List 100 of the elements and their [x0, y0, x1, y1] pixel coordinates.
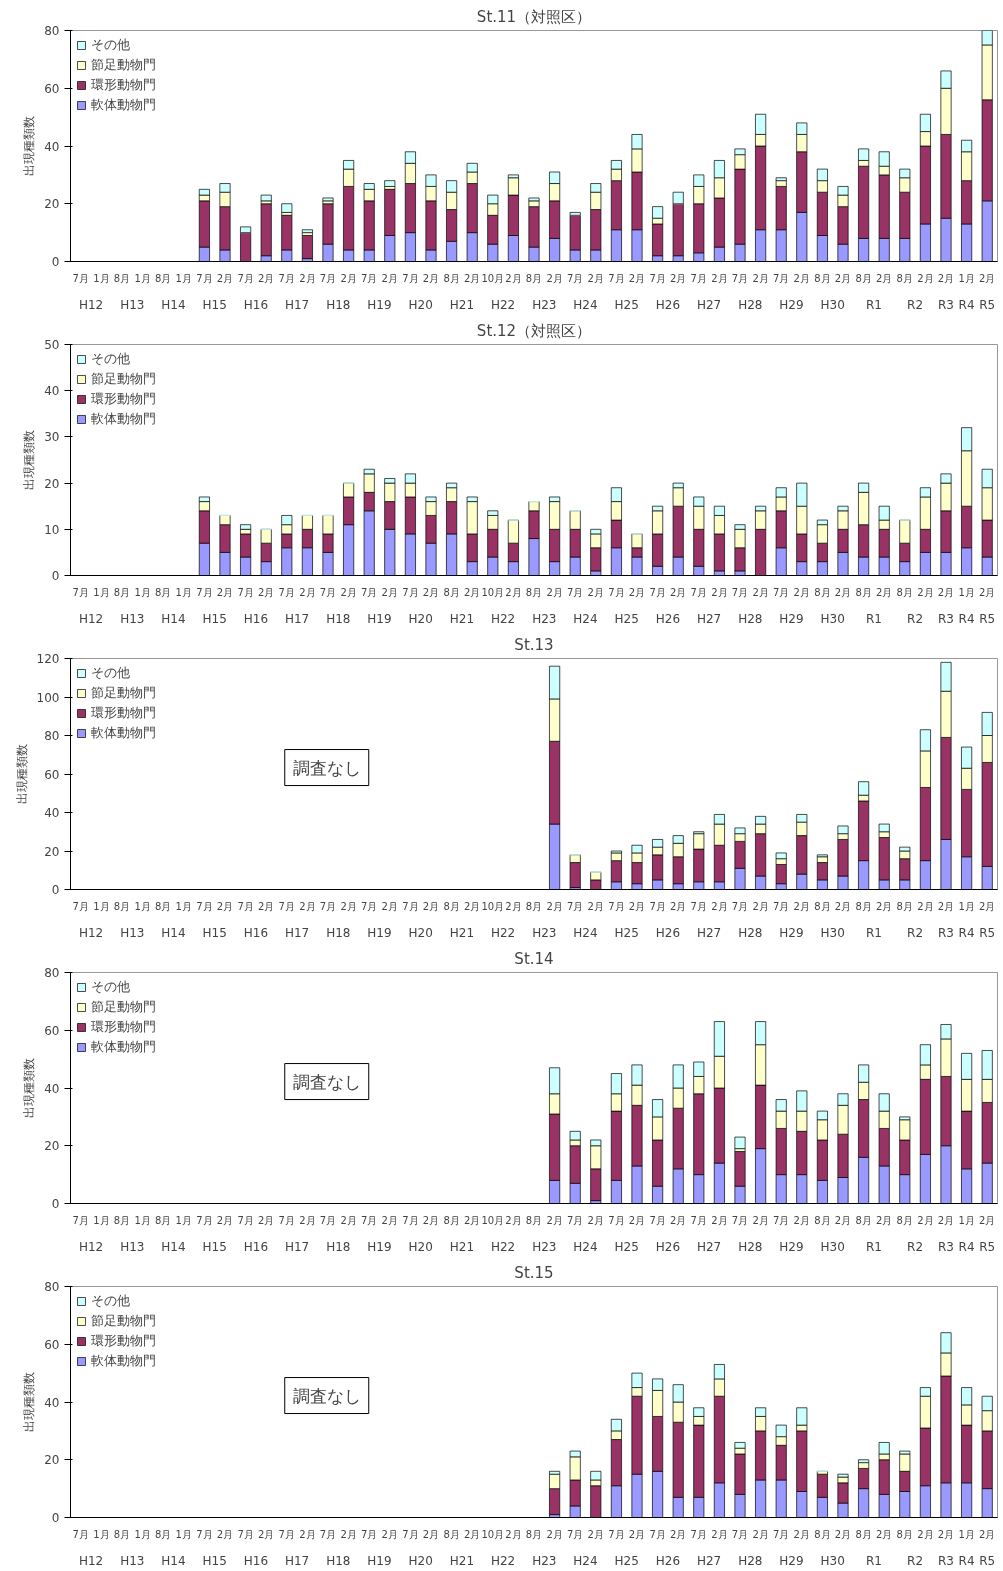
text: H17: [284, 1553, 310, 1568]
text: H26: [655, 1239, 681, 1254]
x-tick-label: 2月: [752, 272, 769, 284]
x-tick-label: 2月: [505, 272, 522, 284]
text: H30: [820, 1239, 845, 1254]
text: H23: [532, 925, 557, 940]
x-tick-label: 7月: [567, 586, 584, 598]
x-tick-label: 2月: [793, 1214, 810, 1226]
x-tick-label: 7月: [278, 1528, 295, 1540]
text: H29: [779, 925, 804, 940]
x-tick-label: 2月: [216, 900, 234, 912]
x-tick-label: 2月: [979, 1528, 996, 1540]
x-tick-label: 2月: [834, 586, 852, 598]
text: H15: [202, 925, 227, 940]
x-tick-label: 7月: [773, 272, 790, 284]
text: H19: [367, 1239, 392, 1254]
text: H23: [532, 297, 557, 312]
x-tick-label: 2月: [937, 586, 955, 598]
text: H20: [408, 925, 433, 940]
text: H28: [738, 1553, 763, 1568]
text: R5: [979, 1239, 996, 1254]
x-tick-label: 7月: [567, 900, 584, 912]
text: H14: [161, 1553, 186, 1568]
x-tick-label: 2月: [628, 1214, 646, 1226]
x-tick-label: 2月: [937, 1214, 955, 1226]
text: H22: [490, 611, 516, 626]
x-tick-label: 7月: [196, 1214, 213, 1226]
x-tick-label: 2月: [628, 900, 646, 912]
x-tick-label: 7月: [649, 1214, 666, 1226]
x-tick-label: 2月: [876, 900, 893, 912]
chart-title: St.14: [514, 949, 554, 968]
y-tick-label: 20: [44, 844, 60, 859]
text: R2: [907, 1239, 924, 1254]
x-tick-label: 7月: [773, 1214, 790, 1226]
x-tick-label: 7月: [237, 272, 254, 284]
x-tick-label: 8月: [525, 586, 543, 598]
x-tick-label: 2月: [752, 1528, 769, 1540]
x-tick-label: 2月: [587, 1214, 604, 1226]
text: H24: [573, 1553, 598, 1568]
x-tick-label: 8月: [896, 1214, 913, 1226]
x-tick-label: 8月: [443, 1214, 460, 1226]
text: R4: [958, 297, 975, 312]
x-tick-label: 2月: [299, 1528, 316, 1540]
x-tick-label: 1月: [93, 586, 110, 598]
text: H27: [696, 611, 722, 626]
x-tick-label: 7月: [690, 1528, 707, 1540]
x-tick-label: 1月: [175, 586, 192, 598]
x-tick-label: 1月: [175, 900, 192, 912]
x-tick-label: 2月: [917, 1528, 934, 1540]
x-tick-label: 2月: [422, 1214, 440, 1226]
x-tick-label: 7月: [319, 586, 337, 598]
text: H26: [655, 297, 681, 312]
x-tick-label: 2月: [299, 272, 316, 284]
x-tick-label: 2月: [793, 900, 810, 912]
text: H30: [820, 611, 845, 626]
text: H21: [449, 611, 475, 626]
x-tick-label: 7月: [567, 1214, 584, 1226]
x-tick-label: 8月: [113, 272, 131, 284]
x-tick-label: 2月: [876, 272, 893, 284]
text: R1: [865, 925, 882, 940]
x-tick-label: 2月: [628, 272, 646, 284]
text: H25: [614, 1553, 639, 1568]
x-tick-label: 2月: [917, 900, 934, 912]
text: H30: [820, 1553, 845, 1568]
x-tick-label: 7月: [278, 1214, 295, 1226]
x-tick-label: 1月: [958, 272, 975, 284]
y-tick-label: 40: [44, 806, 60, 820]
y-axis-title: 出現種類数: [14, 744, 29, 804]
x-tick-label: 8月: [443, 900, 460, 912]
x-tick-label: 8月: [855, 1528, 872, 1540]
x-tick-label: 2月: [711, 1528, 728, 1540]
x-tick-label: 7月: [731, 586, 749, 598]
x-tick-label: 8月: [113, 1214, 131, 1226]
y-tick-label: 30: [44, 430, 60, 445]
text: R1: [865, 611, 882, 626]
text: H13: [120, 611, 145, 626]
x-tick-label: 8月: [896, 586, 913, 598]
legend-label: 軟体動物門: [91, 410, 156, 428]
text: R5: [979, 925, 996, 940]
x-tick-label: 7月: [361, 1528, 378, 1540]
text: H23: [532, 1553, 557, 1568]
x-tick-label: 7月: [319, 1214, 337, 1226]
y-tick-label: 60: [44, 1023, 60, 1038]
x-tick-label: 2月: [216, 1214, 234, 1226]
text: R1: [865, 1553, 882, 1568]
x-tick-label: 2月: [876, 1214, 893, 1226]
y-axis-title: 出現種類数: [22, 1372, 37, 1432]
text: H22: [490, 1239, 516, 1254]
text: H26: [655, 925, 681, 940]
chart-title: St.13: [514, 635, 554, 654]
legend-label: 軟体動物門: [91, 1038, 156, 1056]
text: H21: [449, 925, 475, 940]
x-tick-label: 7月: [72, 1214, 89, 1226]
x-tick-label: 1月: [93, 1214, 110, 1226]
x-tick-label: 7月: [608, 272, 625, 284]
x-tick-label: 8月: [896, 272, 913, 284]
x-tick-label: 8月: [855, 272, 872, 284]
chart-title: St.11（対照区）: [476, 7, 592, 26]
text: H12: [78, 1239, 104, 1254]
x-tick-label: 2月: [505, 586, 522, 598]
